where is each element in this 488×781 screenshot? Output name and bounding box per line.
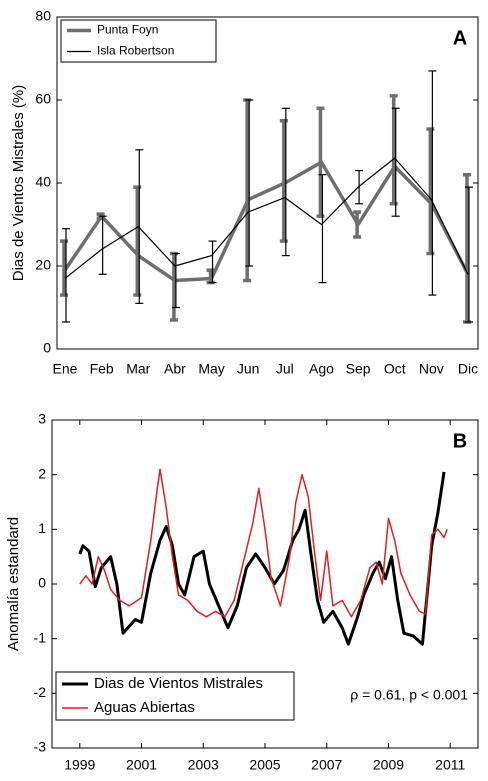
x-tick-label: 2001 bbox=[126, 757, 157, 773]
x-tick-label: 2011 bbox=[435, 757, 465, 773]
y-axis-label: Dias de Vientos Mistrales (%) bbox=[10, 85, 27, 281]
series-line bbox=[79, 468, 448, 618]
error-bar bbox=[62, 228, 70, 323]
y-tick-label: 40 bbox=[35, 174, 51, 190]
y-axis-label: Anomalía estandard bbox=[5, 517, 22, 651]
y-tick-label: 0 bbox=[38, 575, 46, 591]
x-tick-label: May bbox=[198, 361, 224, 377]
x-tick-label: Jun bbox=[237, 361, 260, 377]
panel-label: A bbox=[453, 27, 467, 49]
legend-label: Punta Foyn bbox=[97, 23, 158, 37]
x-tick-label: Ene bbox=[53, 361, 78, 377]
series-line bbox=[63, 160, 470, 283]
x-tick-label: Abr bbox=[164, 361, 186, 377]
y-tick-label: 0 bbox=[43, 340, 51, 356]
x-tick-label: 2009 bbox=[373, 757, 404, 773]
x-tick-label: Mar bbox=[126, 361, 150, 377]
panel-label: B bbox=[453, 430, 467, 452]
error-bar bbox=[208, 240, 217, 284]
error-bar bbox=[355, 169, 364, 205]
x-tick-label: 2005 bbox=[249, 757, 280, 773]
error-bar bbox=[171, 252, 180, 309]
y-tick-label: 20 bbox=[35, 257, 51, 273]
error-bar bbox=[318, 174, 327, 284]
error-bar bbox=[135, 149, 144, 304]
x-tick-label: Feb bbox=[90, 361, 114, 377]
error-bar bbox=[389, 94, 398, 206]
x-tick-label: 2007 bbox=[311, 757, 342, 773]
error-bar bbox=[391, 107, 400, 217]
error-bar bbox=[463, 172, 471, 324]
error-bar bbox=[243, 98, 252, 283]
x-tick-label: Dic bbox=[458, 361, 478, 377]
error-bar bbox=[98, 215, 107, 275]
x-tick-label: Ago bbox=[309, 361, 334, 377]
y-tick-label: -1 bbox=[34, 629, 47, 645]
y-tick-label: -3 bbox=[34, 739, 47, 755]
legend-box bbox=[60, 19, 217, 63]
y-tick-label: 2 bbox=[38, 465, 46, 481]
series-line bbox=[64, 157, 469, 279]
error-bar bbox=[465, 186, 473, 323]
legend-label: Isla Robertson bbox=[97, 44, 174, 58]
error-bar bbox=[169, 251, 178, 322]
x-tick-label: 2003 bbox=[188, 757, 219, 773]
x-tick-label: 1999 bbox=[64, 757, 95, 773]
error-bar bbox=[133, 185, 142, 297]
error-bar bbox=[60, 239, 68, 297]
error-bar bbox=[279, 119, 288, 243]
legend: Dias de Vientos Mistrales Aguas Abiertas bbox=[55, 671, 295, 721]
x-tick-label: Sep bbox=[346, 361, 371, 377]
x-tick-label: Jul bbox=[276, 361, 294, 377]
y-tick-label: 80 bbox=[35, 8, 51, 24]
y-tick-label: -2 bbox=[34, 684, 47, 700]
error-bar bbox=[426, 127, 435, 256]
error-bar bbox=[245, 99, 254, 267]
legend-label: Aguas Abiertas bbox=[94, 699, 195, 716]
error-bar bbox=[281, 107, 290, 257]
series-line bbox=[78, 471, 446, 646]
legend-label: Dias de Vientos Mistrales bbox=[94, 675, 263, 692]
x-tick-label: Nov bbox=[419, 361, 444, 377]
plot-frame bbox=[56, 16, 479, 350]
error-bar bbox=[428, 70, 437, 296]
legend-box bbox=[55, 671, 295, 721]
y-tick-label: 60 bbox=[35, 91, 51, 107]
legend: Punta Foyn Isla Robertson bbox=[60, 19, 217, 63]
y-tick-label: 3 bbox=[38, 411, 46, 427]
annotation: ρ = 0.61, p < 0.001 bbox=[350, 687, 468, 703]
x-tick-label: Oct bbox=[384, 361, 406, 377]
y-tick-label: 1 bbox=[38, 520, 46, 536]
